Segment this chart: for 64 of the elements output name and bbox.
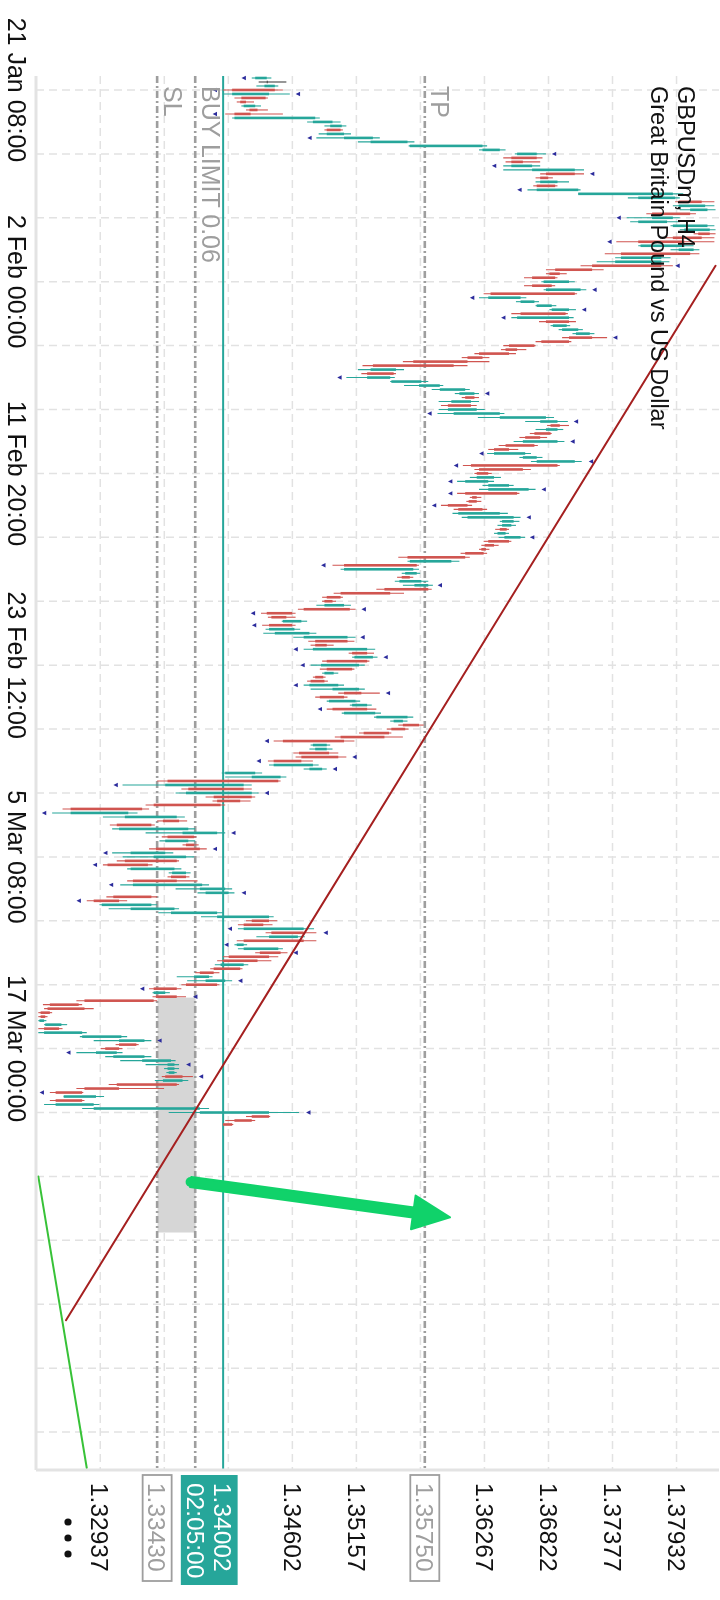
point [241, 75, 246, 81]
point [39, 1090, 44, 1095]
x-tick-label: 1.32937 [86, 1483, 114, 1572]
ref-line-label: SL [158, 86, 187, 117]
x-tick-label: 1.34602 [278, 1483, 306, 1572]
point [526, 515, 531, 520]
point [264, 790, 269, 796]
point [293, 646, 298, 652]
x-tick-label: 1.36267 [470, 1483, 498, 1572]
text: GBPUSDm, H4 [673, 86, 699, 248]
x-tick-label: 1.35157 [342, 1483, 370, 1572]
point [383, 654, 388, 660]
y-tick-label: 5 Mar 08:00 [3, 790, 32, 924]
text: 02:05:00 [181, 1483, 209, 1579]
point [157, 1038, 162, 1043]
point [293, 682, 298, 688]
point [517, 187, 522, 193]
point [113, 782, 118, 788]
point [241, 890, 246, 896]
point [250, 611, 256, 616]
point [479, 451, 484, 456]
ref-line-label: TP [426, 86, 455, 118]
point [581, 307, 587, 312]
point [251, 623, 257, 628]
point [227, 926, 233, 931]
point [300, 662, 305, 668]
point [307, 135, 312, 141]
x-tick-label: 1.36822 [534, 1483, 562, 1572]
point [323, 930, 328, 935]
point [108, 882, 114, 888]
point [675, 263, 680, 268]
ref-line-label: BUY LIMIT 0.06 [196, 86, 225, 263]
point [437, 583, 442, 588]
point [256, 758, 261, 764]
point [361, 607, 366, 612]
text: 1.34002 [209, 1483, 237, 1572]
point [352, 754, 357, 760]
point [317, 706, 323, 712]
point [570, 439, 575, 444]
point [385, 690, 391, 696]
point [224, 942, 229, 947]
text: Great Britain Pound vs US Dollar [645, 86, 672, 430]
point [76, 898, 81, 904]
y-tick-label: 11 Feb 20:00 [3, 400, 32, 547]
y-tick-label: 23 Feb 12:00 [3, 591, 32, 739]
text: 1.33430 [143, 1483, 171, 1572]
point [541, 487, 546, 492]
point [92, 862, 98, 868]
y-tick-label: 2 Feb 00:00 [3, 214, 32, 349]
point [360, 634, 365, 640]
point [337, 375, 342, 380]
point [616, 215, 621, 220]
point [607, 239, 612, 244]
point [293, 950, 298, 955]
x-tick-label: 1.37932 [662, 1483, 690, 1572]
x-tick-label: 1.37377 [598, 1483, 626, 1572]
text: 1.35750 [411, 1483, 439, 1572]
y-tick-label: 21 Jan 08:00 [3, 17, 32, 163]
point [264, 738, 269, 744]
point [592, 287, 597, 292]
point [427, 411, 432, 416]
y-tick-label: 17 Mar 00:00 [3, 974, 32, 1123]
point [212, 846, 218, 852]
point [66, 1050, 71, 1055]
